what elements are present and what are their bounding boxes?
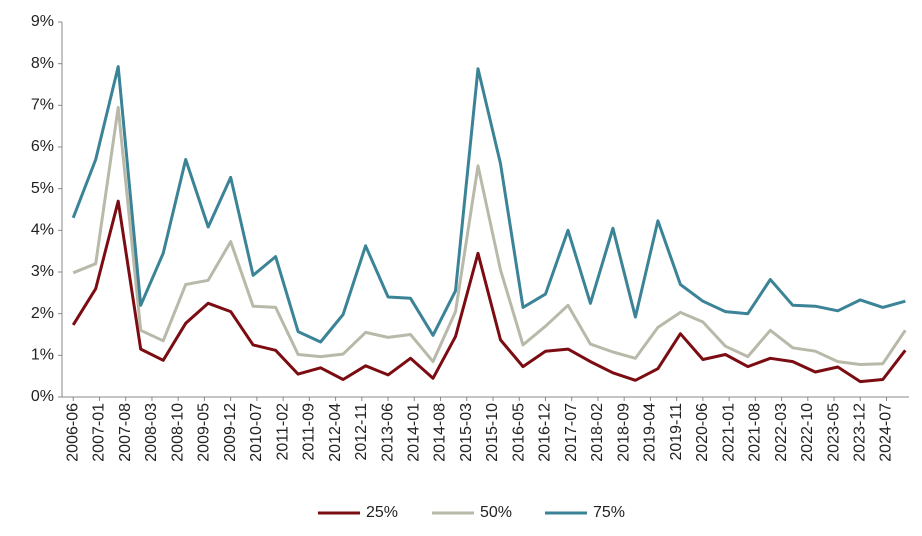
x-tick-label: 2013-06 [379, 403, 396, 462]
x-tick-label: 2017-07 [563, 403, 580, 462]
x-tick-label: 2010-07 [248, 403, 265, 462]
y-tick-label: 0% [31, 388, 54, 405]
x-tick-label: 2007-08 [117, 403, 134, 462]
x-tick-label: 2018-02 [589, 403, 606, 462]
x-tick-label: 2018-09 [615, 403, 632, 462]
y-tick-label: 5% [31, 180, 54, 197]
x-tick-label: 2012-04 [327, 403, 344, 462]
x-tick-label: 2024-07 [878, 403, 895, 462]
x-tick-label: 2021-08 [747, 403, 764, 462]
x-tick-label: 2008-03 [143, 403, 160, 462]
series-line [71, 199, 907, 384]
x-tick-label: 2008-10 [169, 403, 186, 462]
legend-label: 50% [480, 504, 512, 521]
x-tick-label: 2019-11 [668, 403, 685, 461]
x-tick-label: 2016-12 [537, 403, 554, 462]
y-tick-label: 3% [31, 263, 54, 280]
x-tick-label: 2020-06 [694, 403, 711, 462]
legend-label: 25% [366, 504, 398, 521]
x-tick-label: 2022-03 [773, 403, 790, 462]
y-tick-label: 6% [31, 138, 54, 155]
x-tick-label: 2007-01 [91, 403, 108, 462]
x-tick-label: 2011-02 [274, 403, 291, 461]
x-tick-label: 2011-09 [301, 403, 318, 461]
x-tick-label: 2009-12 [222, 403, 239, 462]
legend-label: 75% [593, 504, 625, 521]
y-tick-label: 8% [31, 55, 54, 72]
x-tick-label: 2019-04 [642, 403, 659, 462]
series-line [71, 65, 906, 344]
x-tick-label: 2022-10 [799, 403, 816, 462]
y-tick-label: 4% [31, 222, 54, 239]
y-tick-label: 1% [31, 347, 54, 364]
x-tick-label: 2015-10 [484, 403, 501, 462]
x-tick-label: 2006-06 [64, 403, 81, 462]
x-tick-label: 2016-05 [510, 403, 527, 462]
x-tick-label: 2015-03 [458, 403, 475, 462]
x-tick-label: 2009-05 [196, 403, 213, 462]
y-tick-label: 7% [31, 97, 54, 114]
series-line [72, 105, 907, 366]
x-tick-label: 2014-01 [406, 403, 423, 462]
x-tick-label: 2014-08 [432, 403, 449, 462]
x-tick-label: 2012-11 [353, 403, 370, 461]
y-tick-label: 2% [31, 305, 54, 322]
x-tick-label: 2023-05 [825, 403, 842, 462]
x-tick-label: 2023-12 [851, 403, 868, 462]
y-tick-label: 9% [31, 13, 54, 30]
x-tick-label: 2021-01 [720, 403, 737, 462]
